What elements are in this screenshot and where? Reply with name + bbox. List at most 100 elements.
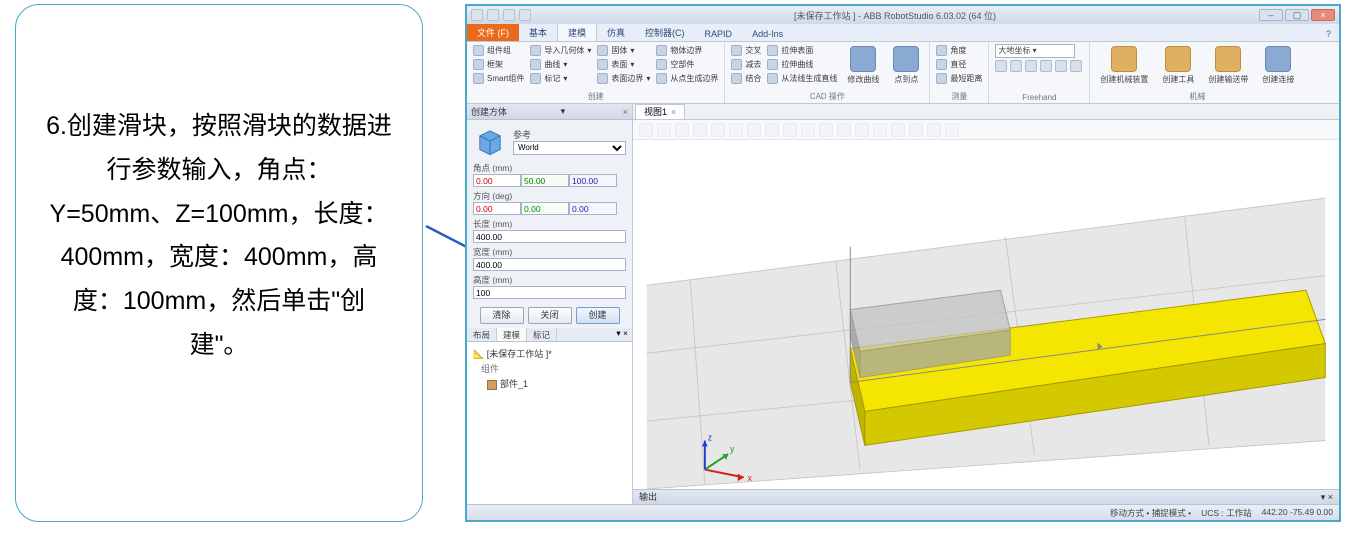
vtool-1[interactable] <box>639 123 653 137</box>
ritem-body-border[interactable]: 物体边界 <box>656 44 718 57</box>
height-input[interactable] <box>473 286 626 299</box>
clear-button[interactable]: 清除 <box>480 307 524 324</box>
ritem-modify-curve[interactable]: 修改曲线 <box>843 44 883 91</box>
ribbon-tab-modeling[interactable]: 建模 <box>557 23 597 41</box>
vtool-6[interactable] <box>729 123 743 137</box>
ritem-point-to-point[interactable]: 点到点 <box>889 44 923 91</box>
vtool-9[interactable] <box>783 123 797 137</box>
ritem-surface[interactable]: 表面▾ <box>597 58 650 71</box>
vtool-3[interactable] <box>675 123 689 137</box>
vtool-5[interactable] <box>711 123 725 137</box>
close-button[interactable]: 关闭 <box>528 307 572 324</box>
ritem-min-distance[interactable]: 最短距离 <box>936 72 982 85</box>
ritem-component-group[interactable]: 组件组 <box>473 44 524 57</box>
qat-dropdown-icon[interactable] <box>519 9 531 21</box>
ritem-subtract[interactable]: 减去 <box>731 58 761 71</box>
reference-select[interactable]: World <box>513 141 626 155</box>
view-tab-1[interactable]: 视图1× <box>635 104 685 119</box>
length-input[interactable] <box>473 230 626 243</box>
qat-redo-icon[interactable] <box>503 9 515 21</box>
ritem-line-from-normal[interactable]: 从法线生成直线 <box>767 72 837 85</box>
close-panel-icon[interactable]: × <box>623 107 628 117</box>
vtool-7[interactable] <box>747 123 761 137</box>
ritem-union[interactable]: 结合 <box>731 72 761 85</box>
ritem-create-mechanism[interactable]: 创建机械装置 <box>1096 44 1152 91</box>
curve-icon <box>597 73 608 84</box>
tree-tab-modeling[interactable]: 建模 <box>497 328 527 341</box>
tree-close-icon[interactable]: ▾ × <box>612 328 632 341</box>
close-window-button[interactable]: × <box>1311 9 1335 21</box>
freehand-linear-icon[interactable] <box>1040 60 1052 72</box>
output-toggle-icon[interactable]: ▾ × <box>1321 490 1333 504</box>
ritem-diameter[interactable]: 直径 <box>936 58 982 71</box>
ribbon-tab-basic[interactable]: 基本 <box>519 24 557 41</box>
ritem-create-conveyor[interactable]: 创建输送带 <box>1204 44 1252 91</box>
vtool-18[interactable] <box>945 123 959 137</box>
freehand-reorient-icon[interactable] <box>1055 60 1067 72</box>
tree-tab-tags[interactable]: 标记 <box>527 328 557 341</box>
vtool-12[interactable] <box>837 123 851 137</box>
ribbon-tab-simulation[interactable]: 仿真 <box>597 24 635 41</box>
ritem-surface-border[interactable]: 空部件 <box>656 58 718 71</box>
vtool-2[interactable] <box>657 123 671 137</box>
width-input[interactable] <box>473 258 626 271</box>
close-view-icon[interactable]: × <box>671 107 676 117</box>
ritem-border-from-points[interactable]: 从点生成边界 <box>656 72 718 85</box>
orient-y-input[interactable] <box>521 202 569 215</box>
instruction-text: 6.创建滑块，按照滑块的数据进行参数输入，角点：Y=50mm、Z=100mm，长… <box>46 105 392 368</box>
ribbon-help-icon[interactable]: ? <box>1318 27 1339 41</box>
qat-save-icon[interactable] <box>471 9 483 21</box>
qat-undo-icon[interactable] <box>487 9 499 21</box>
vtool-11[interactable] <box>819 123 833 137</box>
ritem-intersect[interactable]: 交叉 <box>731 44 761 57</box>
status-ucs: UCS : 工作站 <box>1201 507 1252 519</box>
ribbon-tab-rapid[interactable]: RAPID <box>695 27 743 41</box>
tree-root[interactable]: 📐 [未保存工作站 ]* <box>473 346 626 361</box>
vtool-14[interactable] <box>873 123 887 137</box>
orient-z-input[interactable] <box>569 202 617 215</box>
ribbon-tab-addins[interactable]: Add-Ins <box>742 27 793 41</box>
quick-access-toolbar[interactable] <box>471 9 531 21</box>
freehand-rotate-icon[interactable] <box>1010 60 1022 72</box>
ritem-extrude-curve[interactable]: 拉伸曲线 <box>767 58 837 71</box>
ribbon-group-freehand: 大地坐标 ▾ Freehand <box>989 42 1090 103</box>
surface-border-icon <box>656 59 667 70</box>
ritem-smart-component[interactable]: Smart组件 <box>473 72 524 85</box>
corner-x-input[interactable] <box>473 174 521 187</box>
chevron-down-icon[interactable]: ▾ <box>561 106 566 117</box>
freehand-move-icon[interactable] <box>995 60 1007 72</box>
create-button[interactable]: 创建 <box>576 307 620 324</box>
minimize-button[interactable]: – <box>1259 9 1283 21</box>
tree-item-part1[interactable]: 部件_1 <box>473 376 626 391</box>
ritem-import-geometry[interactable]: 导入几何体▾ <box>530 44 591 57</box>
vtool-8[interactable] <box>765 123 779 137</box>
ritem-frame[interactable]: 曲线▾ <box>530 58 591 71</box>
ritem-empty-part[interactable]: 框架 <box>473 58 524 71</box>
freehand-jog-icon[interactable] <box>1025 60 1037 72</box>
vtool-13[interactable] <box>855 123 869 137</box>
maximize-button[interactable]: ▢ <box>1285 9 1309 21</box>
ritem-angle[interactable]: 角度 <box>936 44 982 57</box>
tree-group[interactable]: 组件 <box>473 361 626 376</box>
ritem-curve[interactable]: 表面边界▾ <box>597 72 650 85</box>
3d-canvas[interactable]: x y z <box>633 140 1339 489</box>
corner-z-input[interactable] <box>569 174 617 187</box>
ritem-create-tool[interactable]: 创建工具 <box>1158 44 1198 91</box>
ritem-extrude-surface[interactable]: 拉伸表面 <box>767 44 837 57</box>
tree-tab-layout[interactable]: 布局 <box>467 328 497 341</box>
ribbon-tab-controller[interactable]: 控制器(C) <box>635 24 695 41</box>
vtool-15[interactable] <box>891 123 905 137</box>
vtool-10[interactable] <box>801 123 815 137</box>
ribbon-tab-file[interactable]: 文件 (F) <box>467 24 519 41</box>
orient-x-input[interactable] <box>473 202 521 215</box>
ritem-tag[interactable]: 标记▾ <box>530 72 591 85</box>
tree-body[interactable]: 📐 [未保存工作站 ]* 组件 部件_1 <box>467 342 632 504</box>
ritem-solid[interactable]: 固体▾ <box>597 44 650 57</box>
coord-system-combo[interactable]: 大地坐标 ▾ <box>995 44 1075 58</box>
freehand-multi-icon[interactable] <box>1070 60 1082 72</box>
vtool-16[interactable] <box>909 123 923 137</box>
ritem-create-connection[interactable]: 创建连接 <box>1258 44 1298 91</box>
vtool-4[interactable] <box>693 123 707 137</box>
vtool-17[interactable] <box>927 123 941 137</box>
corner-y-input[interactable] <box>521 174 569 187</box>
